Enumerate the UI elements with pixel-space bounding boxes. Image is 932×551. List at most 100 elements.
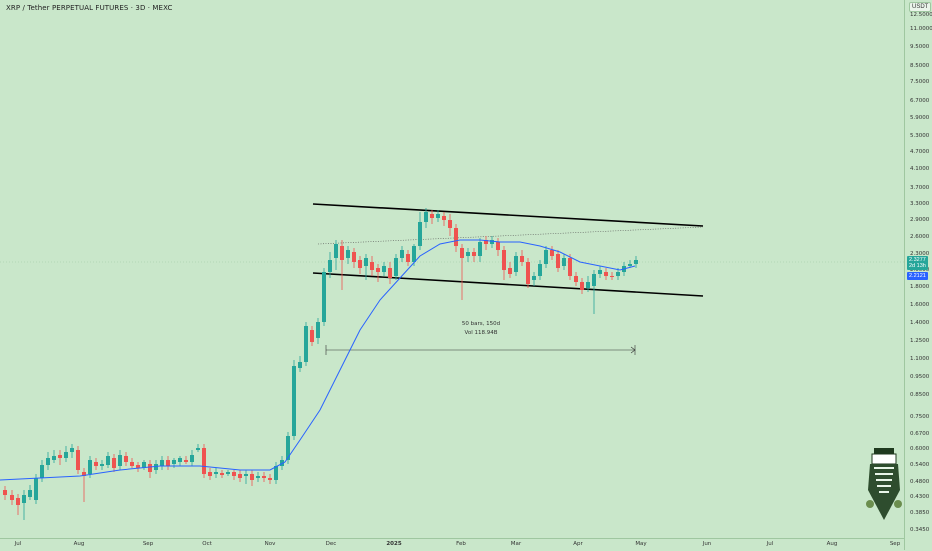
candle-body (376, 268, 380, 272)
candle-body (406, 254, 410, 262)
measure-volume-text: Vol 118.94B (464, 330, 498, 336)
price-tick-label: 1.8000 (910, 284, 930, 290)
candle-body (220, 473, 224, 475)
candle-body (34, 478, 38, 500)
price-tick-label: 1.1000 (910, 356, 930, 362)
candle-body (358, 260, 362, 268)
currency-badge[interactable]: USDT (909, 2, 932, 12)
time-tick-label: May (635, 541, 647, 547)
time-tick-label: Jun (702, 541, 712, 547)
candle-body (82, 472, 86, 476)
price-tick-label: 11.0000 (910, 26, 932, 32)
candle-body (214, 472, 218, 474)
time-tick-label: Sep (142, 541, 154, 547)
candle-body (304, 326, 308, 362)
candle-body (70, 448, 74, 452)
candle-body (232, 472, 236, 476)
time-tick-label: Mar (510, 541, 522, 547)
candle-body (172, 460, 176, 464)
candle-body (394, 258, 398, 276)
candle-body (580, 282, 584, 290)
candle-body (586, 282, 590, 288)
price-tick-label: 4.7000 (910, 149, 930, 155)
price-tick-label: 2.3000 (910, 251, 930, 257)
candle-body (472, 252, 476, 256)
candle-body (148, 464, 152, 472)
candle-body (298, 362, 302, 368)
time-tick-label: Feb (456, 541, 466, 547)
candle-body (466, 252, 470, 256)
candle-body (286, 436, 290, 460)
price-tick-label: 5.9000 (910, 115, 930, 121)
price-tick-label: 8.5000 (910, 63, 930, 69)
candle-body (454, 228, 458, 246)
candle-body (514, 256, 518, 272)
candle-body (238, 474, 242, 478)
candle-body (166, 460, 170, 466)
candle-body (550, 250, 554, 256)
candle-body (250, 474, 254, 480)
chart-pane[interactable]: XRP / Tether PERPETUAL FUTURES · 3D · ME… (0, 0, 904, 538)
price-tick-label: 2.0000 (910, 267, 930, 273)
channel-upper-line (312, 203, 704, 227)
candle-body (340, 246, 344, 260)
candle-body (574, 276, 578, 282)
candle-body (598, 270, 602, 274)
price-tick-label: 2.9000 (910, 217, 930, 223)
candle-body (544, 250, 548, 264)
candle-body (490, 240, 494, 244)
chart-canvas[interactable] (0, 0, 904, 538)
candle-body (316, 322, 320, 338)
time-tick-label: Nov (264, 541, 276, 547)
measure-bars-text: 50 bars, 150d (461, 321, 501, 327)
candle-body (202, 448, 206, 474)
candle-body (58, 455, 62, 458)
candle-body (496, 242, 500, 250)
candle-body (16, 498, 20, 505)
dotted-trend-line (317, 226, 704, 245)
candle-body (322, 272, 326, 322)
candle-body (412, 246, 416, 262)
time-tick-label: Aug (826, 541, 838, 547)
candle-body (178, 458, 182, 462)
time-axis[interactable]: Jul Aug Sep Oct Nov Dec 2025 Feb Mar Apr May Jun Jul… (0, 538, 904, 551)
candle-body (352, 252, 356, 262)
candle-body (112, 458, 116, 468)
candle-body (124, 456, 128, 462)
candle-body (418, 222, 422, 246)
price-tick-label: 1.6000 (910, 302, 930, 308)
ma-price-tag: 2.2121 (907, 272, 928, 280)
price-tick-label: 0.3450 (910, 527, 930, 533)
price-tick-label: 0.4800 (910, 479, 930, 485)
candle-body (40, 465, 44, 478)
brand-logo (866, 448, 902, 520)
price-axis[interactable]: USDT 12.5000 11.0000 9.5000 8.5000 7.5000 6.7… (904, 0, 932, 550)
candle-body (532, 276, 536, 280)
candle-body (268, 478, 272, 480)
candle-body (256, 476, 260, 478)
candle-body (382, 266, 386, 272)
candle-body (442, 216, 446, 220)
price-tick-label: 7.5000 (910, 79, 930, 85)
price-tick-label: 0.9500 (910, 374, 930, 380)
candle-body (88, 460, 92, 474)
candle-body (106, 456, 110, 465)
candle-body (64, 452, 68, 458)
candle-body (526, 262, 530, 284)
candle-body (436, 214, 440, 218)
channel-lower-line (312, 272, 704, 297)
candle-body (430, 214, 434, 218)
last-price-value: 2.3277 (909, 257, 926, 263)
candle-body (520, 256, 524, 262)
price-tick-label: 12.5000 (910, 12, 932, 18)
candle-body (118, 455, 122, 466)
time-tick-label: Aug (73, 541, 85, 547)
candle-body (22, 495, 26, 503)
candle-body (100, 464, 104, 466)
candle-body (280, 460, 284, 466)
candle-body (448, 220, 452, 228)
ma-price-value: 2.2121 (909, 273, 926, 279)
price-tick-label: 0.4300 (910, 494, 930, 500)
candle-body (154, 464, 158, 470)
price-tick-label: 0.3850 (910, 510, 930, 516)
